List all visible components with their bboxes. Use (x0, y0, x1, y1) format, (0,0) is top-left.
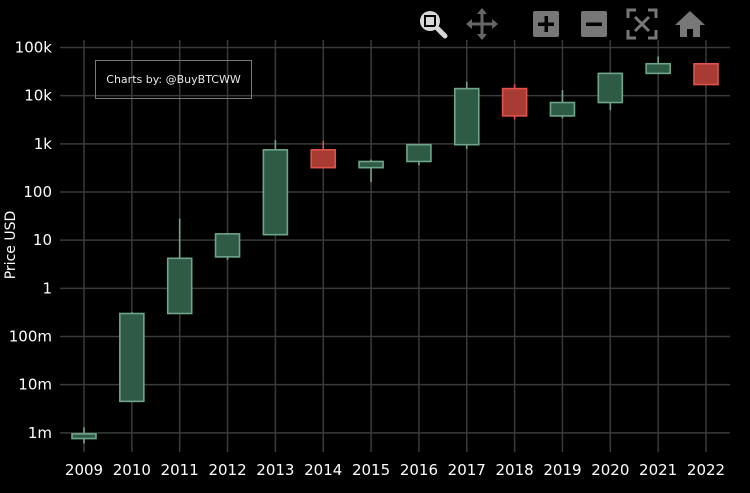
candle-2013 (262, 140, 289, 236)
pan-button[interactable] (464, 6, 500, 42)
candle-body (501, 87, 528, 117)
zoom-in-icon (533, 11, 559, 37)
y-tick-label: 100k (15, 38, 53, 56)
y-tick-label: 10m (18, 376, 52, 394)
x-tick-label: 2014 (304, 461, 342, 479)
candle-2022 (693, 62, 719, 86)
y-tick-label: 1 (42, 279, 52, 297)
pan-icon (466, 8, 498, 40)
x-tick-label: 2009 (65, 461, 103, 479)
candle-body (693, 62, 719, 86)
x-tick-label: 2016 (400, 461, 438, 479)
candle-body (262, 149, 289, 236)
zoom-in-button[interactable] (528, 6, 564, 42)
y-tick-label: 10k (24, 87, 52, 105)
y-tick-label: 100m (9, 327, 52, 345)
x-tick-label: 2021 (639, 461, 677, 479)
y-tick-label: 1k (34, 135, 53, 153)
zoom-button[interactable] (414, 6, 450, 42)
candle-2010 (119, 312, 145, 403)
candle-2011 (166, 218, 193, 315)
candle-2021 (645, 56, 671, 75)
x-tick-label: 2010 (113, 461, 151, 479)
candle-body (406, 143, 432, 163)
chart-credit-annotation: Charts by: @BuyBTCWW (95, 60, 252, 99)
x-tick-label: 2015 (352, 461, 390, 479)
x-tick-label: 2018 (496, 461, 534, 479)
candle-2019 (549, 90, 576, 119)
x-tick-label: 2019 (543, 461, 581, 479)
x-tick-label: 2020 (591, 461, 629, 479)
x-tick-label: 2022 (687, 461, 725, 479)
y-tick-label: 10 (33, 231, 52, 249)
candle-body (71, 433, 97, 440)
candle-body (597, 72, 624, 104)
x-tick-label: 2012 (208, 461, 246, 479)
candle-body (645, 62, 671, 75)
x-tick-label: 2011 (161, 461, 199, 479)
axis-ticks: 1m 10m 100m 1 10 100 1k 10k 100k 2009 2010 2011 2012… (9, 38, 725, 479)
candle-2016 (406, 143, 432, 166)
candles (71, 56, 719, 444)
candle-body (166, 257, 193, 315)
y-tick-label: 1m (28, 424, 52, 442)
candle-2018 (501, 84, 528, 120)
candle-2012 (214, 233, 241, 260)
candle-body (214, 233, 241, 258)
candle-2020 (597, 72, 624, 111)
zoom-icon (420, 11, 448, 39)
candle-2015 (358, 159, 384, 183)
candle-body (549, 101, 576, 117)
y-tick-label: 100 (23, 183, 52, 201)
x-tick-label: 2017 (448, 461, 486, 479)
grid (60, 40, 730, 452)
autoscale-icon (626, 8, 658, 40)
y-axis-label: Price USD (3, 211, 19, 280)
home-icon (675, 11, 705, 37)
candle-2014 (310, 140, 337, 169)
zoom-out-icon (581, 11, 607, 37)
candle-2009 (71, 427, 97, 444)
zoom-out-button[interactable] (576, 6, 612, 42)
candle-2017 (453, 81, 480, 150)
candle-body (119, 312, 145, 403)
home-button[interactable] (672, 6, 708, 42)
x-tick-label: 2013 (256, 461, 294, 479)
candle-body (358, 160, 384, 169)
chart-toolbar (414, 6, 714, 42)
candle-body (310, 149, 337, 169)
autoscale-button[interactable] (624, 6, 660, 42)
candle-body (453, 87, 480, 146)
